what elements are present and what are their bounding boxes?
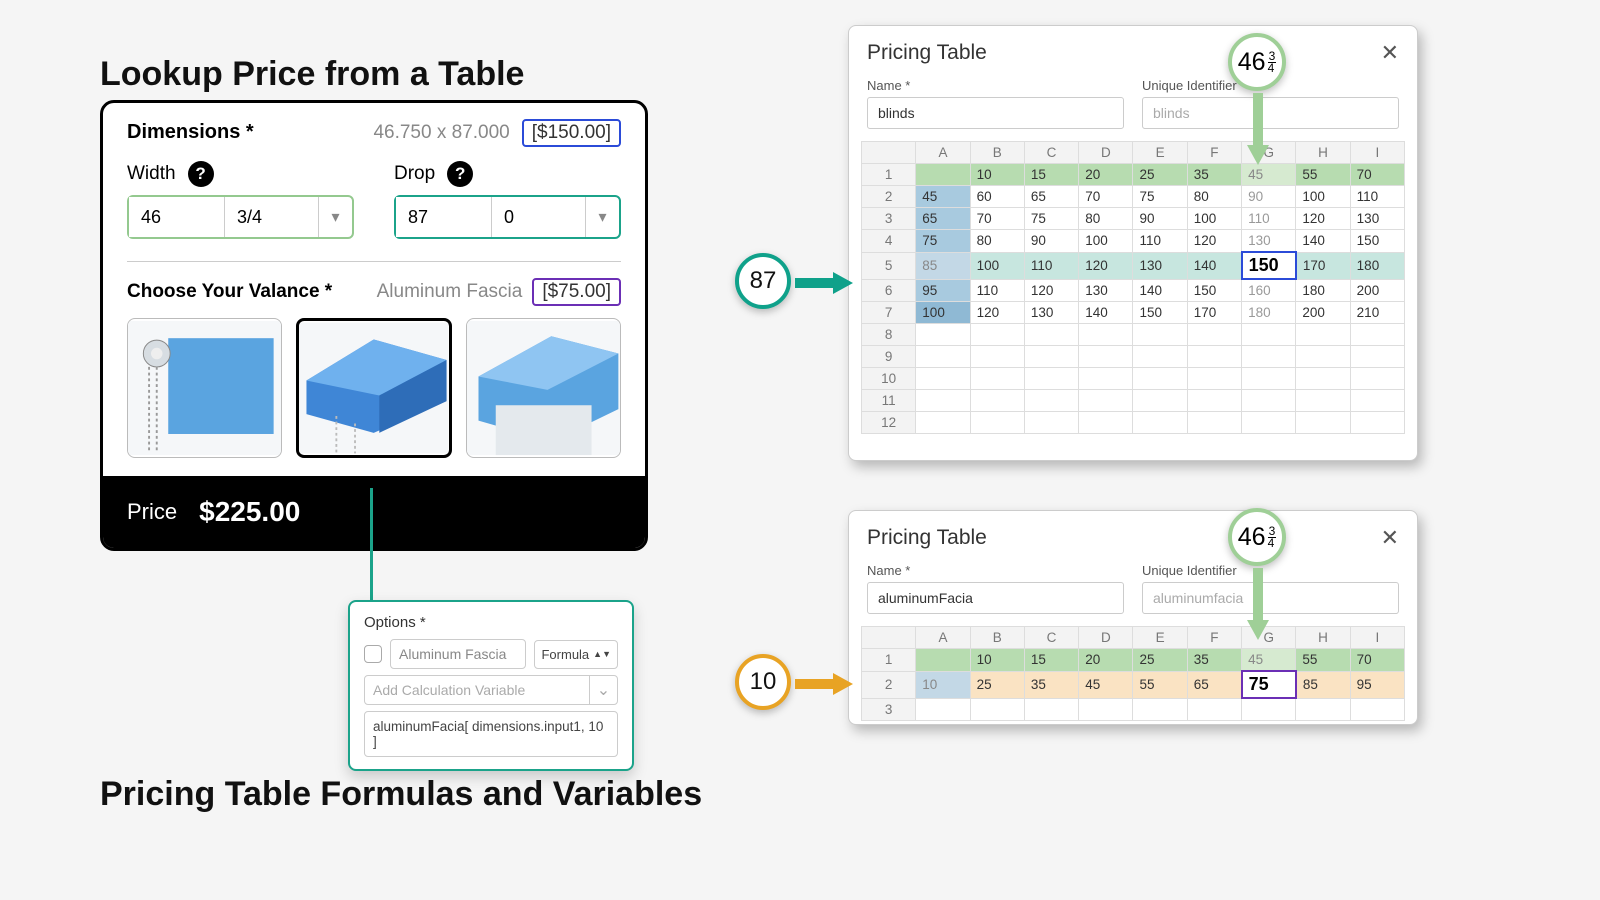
option-name-input[interactable]: Aluminum Fascia (390, 639, 526, 669)
close-icon[interactable]: ✕ (1381, 525, 1399, 551)
table-row[interactable]: 12 (862, 412, 1405, 434)
valance-label: Choose Your Valance * (127, 281, 367, 303)
help-icon[interactable]: ? (447, 161, 473, 187)
name-field-input[interactable]: blinds (867, 97, 1124, 129)
calc-variable-select[interactable]: Add Calculation Variable ⌄ (364, 675, 618, 705)
price-footer: Price $225.00 (103, 476, 645, 548)
arrow-down-icon (1247, 568, 1269, 640)
table-row[interactable]: 3 (862, 698, 1405, 720)
help-icon[interactable]: ? (188, 161, 214, 187)
pricing-table-title: Pricing Table (867, 41, 1381, 65)
product-card: Dimensions * 46.750 x 87.000 [$150.00] W… (100, 100, 648, 551)
arrow-right-icon (795, 272, 853, 294)
valance-option-2[interactable] (296, 318, 451, 458)
option-type-select[interactable]: Formula▲▼ (534, 640, 618, 669)
arrow-down-icon (1247, 93, 1269, 165)
callout-46-fraction: 4634 (1228, 508, 1286, 566)
formula-input[interactable]: aluminumFacia[ dimensions.input1, 10 ] (364, 711, 618, 757)
table-row[interactable]: 11015202535455570 (862, 164, 1405, 186)
callout-87: 87 (735, 253, 791, 309)
col-header-row: ABCDEFGHI (862, 142, 1405, 164)
chevron-down-icon[interactable]: ▾ (585, 197, 619, 237)
chevron-down-icon[interactable]: ▾ (318, 197, 352, 237)
name-field-input[interactable]: aluminumFacia (867, 582, 1124, 614)
col-header-row: ABCDEFGHI (862, 627, 1405, 649)
dimensions-label: Dimensions * (127, 121, 361, 144)
callout-10: 10 (735, 654, 791, 710)
table-row[interactable]: 4758090100110120130140150 (862, 230, 1405, 253)
drop-label: Drop (394, 163, 435, 185)
table-row[interactable]: 10 (862, 368, 1405, 390)
lookup-result-cell: 75 (1242, 671, 1296, 698)
table-row[interactable]: 11 (862, 390, 1405, 412)
valance-option-1[interactable] (127, 318, 282, 458)
id-field-label: Unique Identifier (1142, 563, 1399, 578)
drop-input[interactable]: 87 0 ▾ (394, 195, 621, 239)
close-icon[interactable]: ✕ (1381, 40, 1399, 66)
valance-option-3[interactable] (466, 318, 621, 458)
pricing-table-panel-1: Pricing Table ✕ Name * blinds Unique Ide… (848, 25, 1418, 461)
options-title: Options * (364, 614, 618, 631)
spreadsheet-2[interactable]: ABCDEFGHI 11015202535455570 210253545556… (849, 626, 1417, 733)
callout-46-fraction: 4634 (1228, 33, 1286, 91)
dimensions-value: 46.750 x 87.000 (373, 122, 509, 144)
pricing-table-panel-2: Pricing Table ✕ Name * aluminumFacia Uni… (848, 510, 1418, 725)
id-field-input[interactable]: aluminumfacia (1142, 582, 1399, 614)
name-field-label: Name * (867, 563, 1124, 578)
table-row[interactable]: 695110120130140150160180200 (862, 279, 1405, 302)
table-row[interactable]: 36570758090100110120130 (862, 208, 1405, 230)
table-row-highlight[interactable]: 2102535455565758595 (862, 671, 1405, 698)
calc-variable-placeholder: Add Calculation Variable (365, 676, 589, 704)
table-row[interactable]: 8 (862, 324, 1405, 346)
name-field-label: Name * (867, 78, 1124, 93)
table-row[interactable]: 11015202535455570 (862, 649, 1405, 672)
spreadsheet-1[interactable]: ABCDEFGHI 11015202535455570 245606570758… (849, 141, 1417, 446)
price-value: $225.00 (199, 496, 300, 528)
drop-whole[interactable]: 87 (396, 197, 491, 237)
lookup-result-cell: 150 (1242, 252, 1296, 279)
main-heading: Lookup Price from a Table (100, 55, 524, 94)
width-whole[interactable]: 46 (129, 197, 224, 237)
price-label: Price (127, 499, 177, 525)
drop-fraction[interactable]: 0 (491, 197, 585, 237)
options-panel: Options * Aluminum Fascia Formula▲▼ Add … (348, 600, 634, 771)
id-field-input[interactable]: blinds (1142, 97, 1399, 129)
table-row[interactable]: 7100120130140150170180200210 (862, 302, 1405, 324)
width-fraction[interactable]: 3/4 (224, 197, 318, 237)
width-label: Width (127, 163, 176, 185)
valance-selected: Aluminum Fascia (377, 281, 523, 303)
arrow-right-icon (795, 673, 853, 695)
pricing-table-title: Pricing Table (867, 526, 1381, 550)
valance-price-badge: [$75.00] (532, 278, 621, 306)
option-checkbox[interactable] (364, 645, 382, 663)
table-row[interactable]: 245606570758090100110 (862, 186, 1405, 208)
sub-heading: Pricing Table Formulas and Variables (100, 775, 702, 814)
chevron-down-icon[interactable]: ⌄ (589, 676, 617, 704)
table-row[interactable]: 9 (862, 346, 1405, 368)
width-input[interactable]: 46 3/4 ▾ (127, 195, 354, 239)
dimensions-price-badge: [$150.00] (522, 119, 621, 147)
table-row-highlight[interactable]: 585100110120130140150170180 (862, 252, 1405, 279)
